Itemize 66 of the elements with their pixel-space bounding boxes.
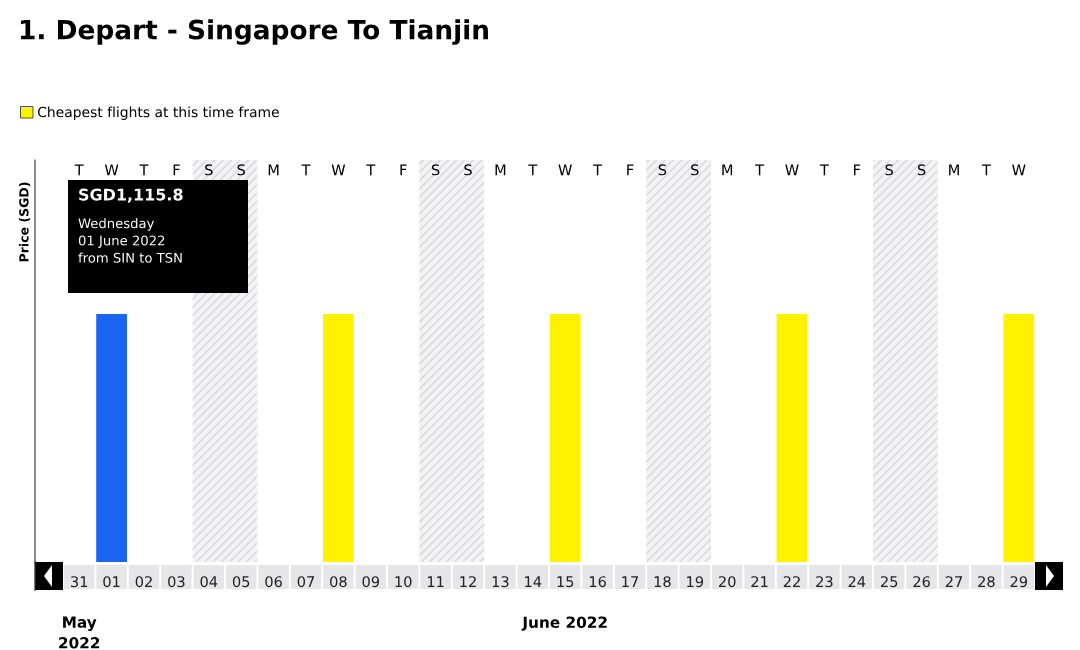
x-tick-label: 20 — [718, 576, 736, 588]
x-tick-label: 28 — [978, 576, 995, 588]
x-tick-label: 17 — [622, 576, 639, 587]
text: S — [464, 164, 472, 176]
text: F — [400, 164, 407, 176]
chart-title: 1. Depart - Singapore To Tianjin — [20, 19, 488, 45]
x-tick-label: 03 — [168, 576, 185, 588]
text: M — [268, 164, 279, 176]
text: W — [785, 164, 799, 176]
text: S — [658, 164, 667, 176]
x-tick-label: 26 — [913, 576, 930, 588]
x-tick-label: 18 — [654, 576, 671, 588]
x-tick-label: 21 — [751, 576, 768, 587]
x-tick-label: 15 — [557, 576, 574, 588]
x-tick-label: 02 — [135, 576, 152, 588]
x-tick-label: 14 — [525, 576, 542, 587]
text: M — [495, 164, 506, 176]
x-tick-label: 22 — [783, 576, 800, 587]
text: T — [755, 164, 765, 176]
x-tick-label: 09 — [362, 576, 380, 588]
x-tick-label: 01 — [103, 576, 120, 588]
text: T — [981, 164, 991, 176]
x-tick-label: 19 — [687, 576, 704, 588]
text: S — [431, 164, 440, 176]
x-tick-label: 07 — [297, 576, 315, 588]
x-tick-label: 23 — [816, 576, 833, 588]
text: T — [139, 164, 149, 176]
text: T — [593, 164, 603, 176]
text: W — [331, 164, 346, 176]
legend-label: Cheapest flights at this time frame — [37, 106, 279, 120]
x-tick-label: 06 — [265, 576, 282, 588]
y-axis-title: Price (SGD) — [18, 182, 31, 262]
x-tick-label: 31 — [71, 576, 88, 588]
x-tick-label: 04 — [200, 576, 218, 588]
text: W — [104, 164, 119, 176]
text: W — [558, 164, 572, 176]
text: F — [173, 164, 180, 176]
x-tick-label: 25 — [880, 576, 898, 588]
x-tick-label: 24 — [848, 576, 866, 587]
text: S — [885, 164, 894, 176]
text: May 2022 — [59, 616, 100, 649]
x-tick-label: 13 — [492, 576, 509, 588]
text: S — [917, 164, 926, 176]
x-tick-label: 29 — [1010, 576, 1028, 588]
text: S — [691, 164, 699, 176]
text: T — [819, 164, 829, 176]
x-tick-label: 08 — [330, 576, 347, 588]
text: F — [627, 164, 634, 176]
x-tick-label: 12 — [460, 576, 476, 587]
text: SGD1,115.8 Wednesday 01 June 2022 from SIN to TSN — [78, 188, 183, 263]
text: M — [949, 164, 959, 176]
text: T — [528, 164, 538, 176]
text: W — [1012, 164, 1026, 176]
text: T — [366, 164, 376, 176]
text: T — [301, 164, 311, 176]
x-tick-label: 10 — [395, 576, 412, 588]
x-tick-label: 27 — [945, 576, 963, 587]
text: S — [237, 164, 246, 176]
text: F — [854, 164, 861, 176]
text: S — [205, 164, 213, 176]
x-tick-label: 16 — [589, 576, 606, 588]
x-tick-label: 05 — [232, 576, 250, 588]
x-tick-label: 11 — [427, 576, 444, 587]
text: M — [722, 164, 733, 176]
text: T — [74, 164, 84, 176]
text: June 2022 — [521, 616, 607, 631]
